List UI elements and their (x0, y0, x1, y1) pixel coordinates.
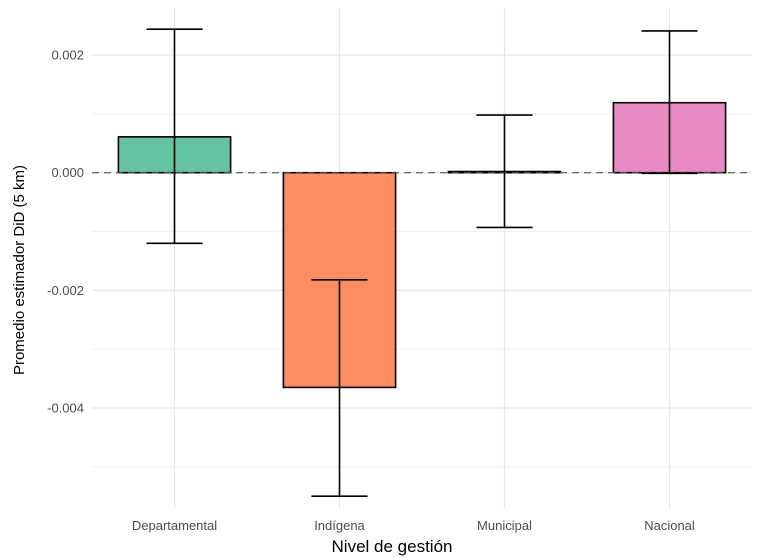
y-tick-label: -0.002 (47, 283, 84, 298)
x-axis-title: Nivel de gestión (332, 537, 453, 556)
y-tick-label: 0.000 (51, 165, 84, 180)
y-tick-labels: 0.002 0.000 -0.002 -0.004 (47, 48, 84, 416)
x-tick-label: Departamental (132, 518, 217, 533)
x-tick-label: Indígena (314, 518, 365, 533)
x-tick-label: Nacional (644, 518, 695, 533)
bars (117, 101, 727, 389)
error-bars (146, 28, 698, 498)
y-tick-label: 0.002 (51, 48, 84, 63)
y-tick-label: -0.004 (47, 401, 84, 416)
x-tick-label: Municipal (477, 518, 532, 533)
y-axis-title: Promedio estimador DiD (5 km) (11, 165, 28, 375)
error-bar-indígena (311, 278, 368, 498)
error-bar-nacional (641, 30, 698, 175)
error-bar-municipal (476, 114, 533, 229)
error-bar-departamental (146, 28, 203, 245)
x-tick-labels: Departamental Indígena Municipal Nacional (132, 518, 695, 533)
major-gridlines (92, 8, 752, 508)
